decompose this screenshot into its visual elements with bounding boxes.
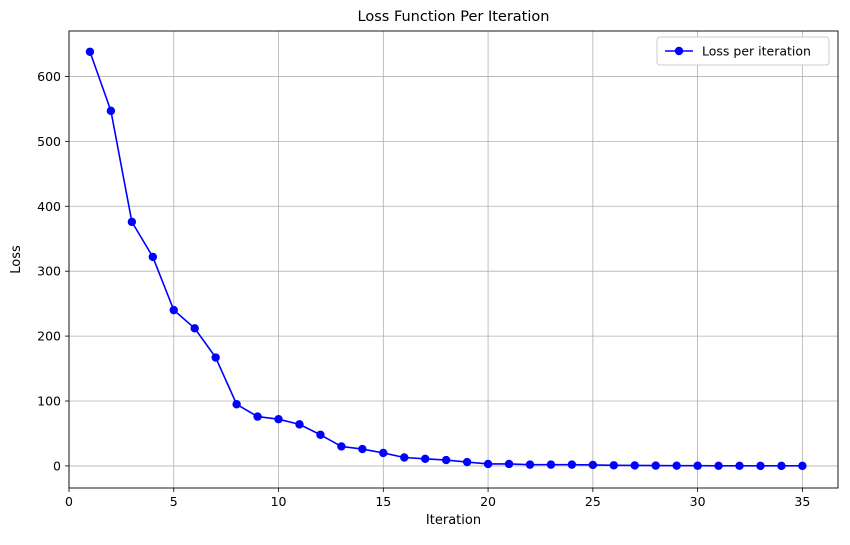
data-point	[777, 461, 786, 471]
data-point	[127, 217, 137, 227]
legend-label: Loss per iteration	[702, 44, 811, 59]
chart-title: Loss Function Per Iteration	[358, 9, 550, 25]
x-tick-label: 30	[690, 494, 706, 509]
data-point	[232, 400, 241, 409]
data-point	[630, 461, 639, 470]
data-point	[651, 461, 660, 470]
y-axis-ticks: 0 100 200 300 400 500 600	[37, 69, 69, 473]
data-point	[504, 459, 514, 469]
x-axis-label: Iteration	[426, 513, 481, 528]
y-tick-label: 100	[37, 394, 61, 409]
data-point	[714, 461, 723, 470]
data-point	[441, 455, 451, 465]
data-point	[211, 353, 220, 362]
y-tick-label: 400	[37, 199, 61, 214]
x-tick-label: 15	[375, 494, 391, 509]
plot-frame	[68, 30, 839, 489]
data-point	[588, 460, 598, 470]
data-point	[148, 252, 158, 262]
data-point	[337, 442, 346, 451]
data-point	[295, 420, 304, 429]
data-point	[693, 461, 702, 470]
x-tick-label: 35	[794, 494, 810, 509]
grid-lines	[68, 31, 838, 488]
data-point	[190, 324, 199, 333]
data-point	[525, 460, 535, 469]
data-point	[609, 461, 618, 470]
data-point	[85, 47, 95, 56]
data-point	[358, 444, 367, 454]
data-point	[379, 448, 388, 458]
y-tick-label: 300	[37, 264, 61, 279]
y-tick-label: 500	[37, 134, 61, 149]
data-point	[253, 412, 262, 421]
data-point	[106, 106, 116, 116]
data-point	[735, 461, 744, 470]
x-axis-ticks: 0 5 10 15 20 25 30 35	[65, 488, 810, 509]
x-tick-label: 25	[585, 494, 601, 509]
data-point	[421, 454, 430, 463]
x-tick-label: 5	[170, 494, 178, 509]
data-point	[400, 453, 409, 462]
data-point	[462, 457, 472, 467]
legend-marker-sample	[674, 46, 684, 56]
y-tick-label: 200	[37, 329, 61, 344]
data-point	[169, 305, 178, 315]
legend: Loss per iteration	[656, 36, 830, 66]
data-point	[672, 461, 681, 470]
legend-box	[656, 36, 830, 66]
y-axis-label: Loss	[9, 245, 24, 274]
data-point	[483, 459, 493, 469]
y-tick-label: 0	[53, 458, 61, 473]
data-point	[798, 461, 807, 471]
y-tick-label: 600	[37, 69, 61, 84]
data-point	[567, 460, 577, 469]
data-point	[274, 414, 283, 424]
series-layer	[85, 47, 807, 471]
x-tick-label: 20	[480, 494, 496, 509]
x-tick-label: 0	[65, 494, 73, 509]
data-point	[316, 430, 325, 439]
data-point	[546, 460, 556, 469]
x-tick-label: 10	[271, 494, 287, 509]
data-point	[756, 461, 765, 471]
